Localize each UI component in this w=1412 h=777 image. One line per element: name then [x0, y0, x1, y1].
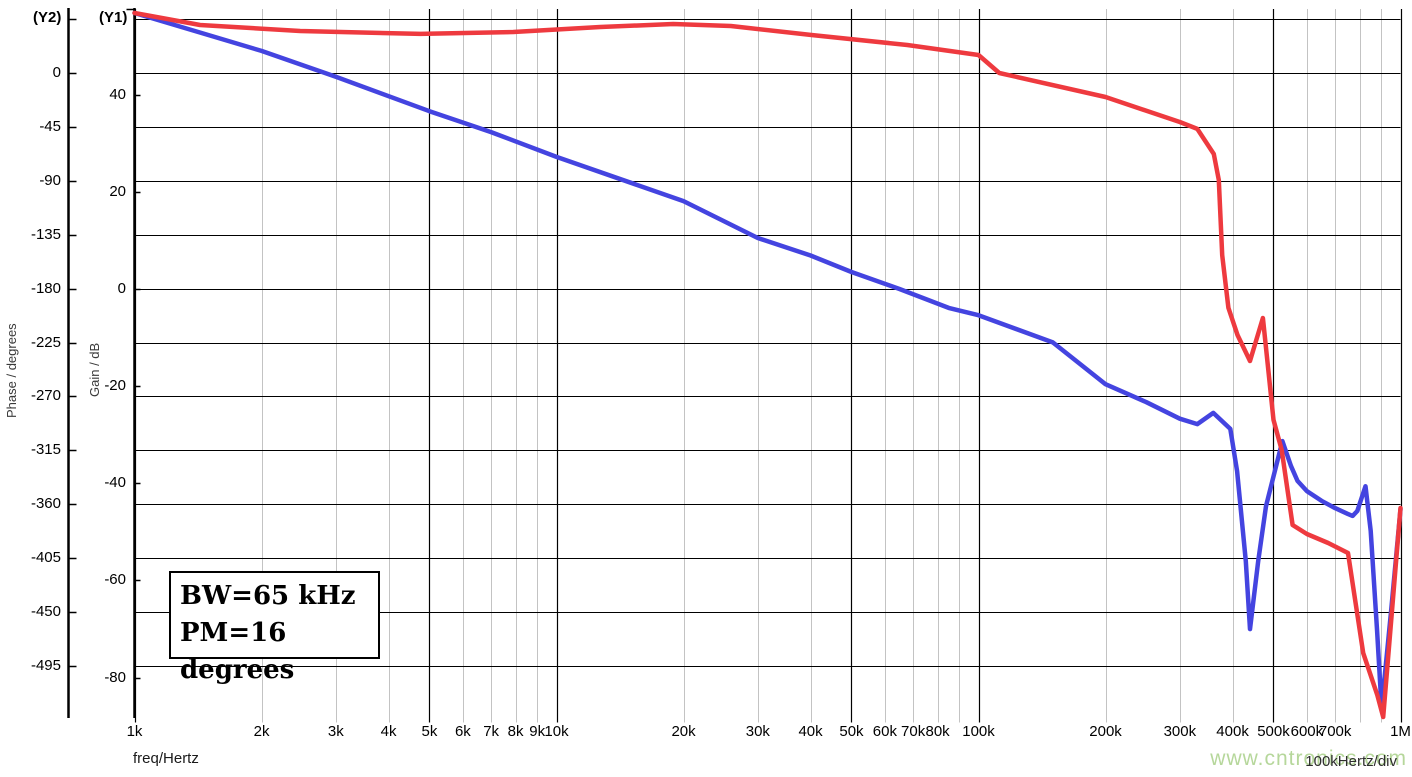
y2-tick-label: -495 [30, 657, 61, 674]
x-tick-label: 200k [1089, 723, 1122, 740]
x-tick-label: 60k [872, 723, 897, 740]
x-tick-label: 500k [1257, 723, 1290, 740]
y1-axis-name: (Y1) [99, 9, 128, 26]
y1-tick-label: -20 [104, 377, 126, 395]
y1-tick-label: 0 [117, 280, 126, 297]
x-tick-label: 50k [839, 723, 864, 740]
x-tick-label: 20k [671, 723, 696, 740]
x-tick-label: 700k [1318, 723, 1352, 740]
x-tick-label: 3k [327, 723, 344, 740]
x-tick-label: 70k [901, 723, 926, 740]
x-tick-label: 80k [925, 723, 950, 740]
x-tick-label: 1M [1390, 723, 1411, 740]
x-tick-label: 9k [529, 723, 546, 740]
y2-tick-label: 0 [52, 64, 61, 81]
annotation-bandwidth: BW=65 kHz [180, 581, 356, 611]
x-tick-label: 600k [1290, 723, 1324, 740]
watermark: www.cntronics.com [1210, 747, 1407, 770]
x-axis-label: freq/Hertz [133, 750, 199, 767]
x-tick-label: 6k [454, 723, 471, 740]
y2-tick-label: -135 [30, 225, 61, 243]
y2-axis-name: (Y2) [33, 9, 62, 26]
x-tick-label: 300k [1163, 723, 1197, 740]
y1-tick-label: 20 [109, 182, 126, 200]
x-tick-label: 1k [126, 723, 143, 740]
x-tick-label: 100k [962, 723, 995, 740]
x-tick-label: 30k [745, 723, 770, 740]
annotation-box: BW=65 kHz PM=16 degrees [169, 571, 380, 685]
x-tick-label: 4k [380, 723, 397, 740]
y1-tick-label: -60 [104, 571, 126, 589]
x-tick-label: 8k [507, 723, 524, 740]
y2-tick-label: -180 [30, 279, 61, 297]
y1-tick-label: 40 [109, 85, 126, 103]
x-div-label: 100kHertz/div [1305, 753, 1397, 770]
y1-tick-label: -80 [104, 668, 126, 686]
x-tick-label: 10k [544, 723, 569, 740]
y1-tick-label: -40 [104, 474, 126, 492]
x-tick-label: 7k [483, 723, 500, 740]
phase-axis-label: Phase / degrees [4, 323, 19, 418]
y2-tick-label: -90 [39, 171, 61, 189]
y2-tick-label: -270 [30, 387, 61, 405]
x-tick-label: 5k [421, 723, 438, 740]
y2-tick-label: -450 [30, 603, 61, 621]
gain-axis-label: Gain / dB [87, 342, 102, 397]
x-tick-label: 2k [253, 723, 270, 740]
y2-tick-label: -315 [30, 441, 61, 459]
phase-curve [132, 10, 1403, 720]
y2-tick-label: -45 [39, 117, 61, 135]
gain-curve [132, 10, 1403, 711]
y2-tick-label: -225 [30, 333, 61, 351]
y2-tick-label: -405 [30, 549, 61, 567]
x-tick-label: 400k [1216, 723, 1249, 740]
y2-tick-label: -360 [30, 495, 61, 513]
x-tick-label: 40k [798, 723, 823, 740]
annotation-phase-margin: PM=16 degrees [180, 618, 295, 685]
